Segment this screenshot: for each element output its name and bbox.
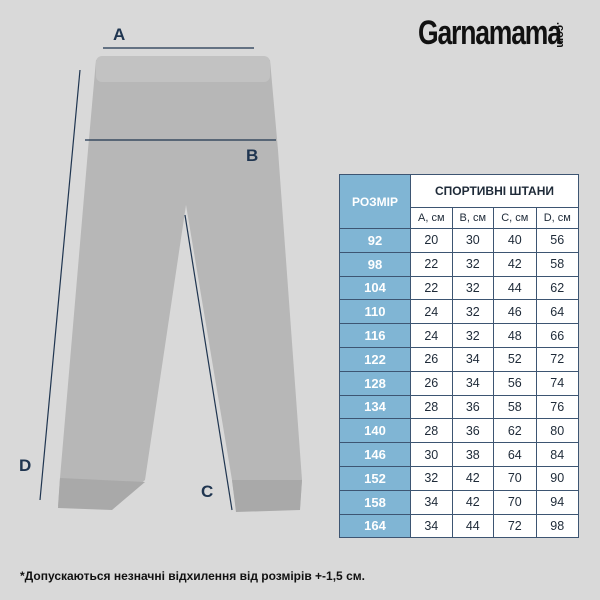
- measure-cell: 30: [451, 228, 495, 253]
- measure-cell: 90: [535, 465, 580, 491]
- measure-cell: 56: [493, 370, 537, 396]
- table-row: 158 34 42 70 94: [339, 489, 580, 515]
- column-header: A, см: [410, 207, 453, 229]
- measure-cell: 64: [535, 299, 580, 325]
- measure-cell: 26: [410, 370, 453, 396]
- measure-cell: 34: [410, 513, 453, 539]
- measure-cell: 38: [451, 442, 495, 467]
- table-row: 128 26 34 56 74: [339, 370, 580, 396]
- measure-cell: 28: [410, 418, 453, 444]
- measure-cell: 76: [535, 394, 580, 420]
- size-cell: 98: [339, 251, 411, 277]
- column-header: B, см: [451, 207, 495, 229]
- measure-cell: 72: [535, 346, 580, 372]
- table-title: СПОРТИВНІ ШТАНИ: [410, 174, 579, 208]
- size-cell: 164: [339, 513, 411, 539]
- size-cell: 146: [339, 442, 411, 467]
- measure-cell: 80: [535, 418, 580, 444]
- label-b: B: [246, 146, 259, 165]
- measure-cell: 62: [535, 275, 580, 301]
- table-row: 92 20 30 40 56: [339, 228, 580, 253]
- measure-cell: 52: [493, 346, 537, 372]
- measure-cell: 42: [493, 251, 537, 277]
- column-header: D, см: [535, 207, 580, 229]
- size-cell: 152: [339, 465, 411, 491]
- measure-cell: 32: [410, 465, 453, 491]
- pants-body: [58, 60, 302, 510]
- measure-cell: 66: [535, 323, 580, 348]
- measure-cell: 20: [410, 228, 453, 253]
- brand-logo: Garnamama: [418, 14, 562, 52]
- table-row: 122 26 34 52 72: [339, 346, 580, 372]
- measure-cell: 94: [535, 489, 580, 515]
- table-row: 134 28 36 58 76: [339, 394, 580, 420]
- size-cell: 110: [339, 299, 411, 325]
- measure-cell: 32: [451, 251, 495, 277]
- measure-cell: 34: [410, 489, 453, 515]
- table-row: 140 28 36 62 80: [339, 418, 580, 444]
- measure-cell: 32: [451, 275, 495, 301]
- measure-cell: 98: [535, 513, 580, 539]
- measure-cell: 42: [451, 489, 495, 515]
- size-cell: 122: [339, 346, 411, 372]
- measure-cell: 28: [410, 394, 453, 420]
- measure-cell: 44: [451, 513, 495, 539]
- measure-cell: 22: [410, 275, 453, 301]
- column-header: C, см: [493, 207, 537, 229]
- measure-cell: 40: [493, 228, 537, 253]
- measure-cell: 42: [451, 465, 495, 491]
- table-row: 98 22 32 42 58: [339, 251, 580, 277]
- pants-image: [39, 47, 302, 512]
- measure-cell: 30: [410, 442, 453, 467]
- measure-cell: 36: [451, 394, 495, 420]
- table-row: 104 22 32 44 62: [339, 275, 580, 301]
- size-cell: 158: [339, 489, 411, 515]
- measure-cell: 32: [451, 323, 495, 348]
- label-d: D: [19, 456, 32, 475]
- measure-cell: 70: [493, 465, 537, 491]
- measure-cell: 34: [451, 370, 495, 396]
- label-a: A: [113, 25, 126, 44]
- size-header: РОЗМІР: [339, 174, 411, 229]
- size-cell: 134: [339, 394, 411, 420]
- label-c: C: [201, 482, 214, 501]
- measure-cell: 46: [493, 299, 537, 325]
- table-row: 116 24 32 48 66: [339, 323, 580, 348]
- measure-cell: 48: [493, 323, 537, 348]
- measure-cell: 32: [451, 299, 495, 325]
- waistband: [96, 56, 270, 82]
- measure-cell: 36: [451, 418, 495, 444]
- measure-cell: 34: [451, 346, 495, 372]
- size-cell: 128: [339, 370, 411, 396]
- measure-line-c: [184, 214, 233, 511]
- measure-cell: 58: [493, 394, 537, 420]
- size-table: РОЗМІР СПОРТИВНІ ШТАНИ A, см B, см C, см D,…: [339, 174, 580, 539]
- cuff-left: [58, 478, 145, 510]
- measure-cell: 22: [410, 251, 453, 277]
- size-cell: 140: [339, 418, 411, 444]
- measure-cell: 72: [493, 513, 537, 539]
- size-cell: 116: [339, 323, 411, 348]
- table-row: 152 32 42 70 90: [339, 465, 580, 491]
- measure-cell: 62: [493, 418, 537, 444]
- table-row: 164 34 44 72 98: [339, 513, 580, 539]
- measure-cell: 84: [535, 442, 580, 467]
- footnote: *Допускаються незначні відхилення від ро…: [20, 569, 365, 583]
- measure-cell: 58: [535, 251, 580, 277]
- measure-cell: 64: [493, 442, 537, 467]
- cuff-right: [232, 480, 302, 512]
- measure-cell: 24: [410, 299, 453, 325]
- measure-cell: 26: [410, 346, 453, 372]
- size-cell: 104: [339, 275, 411, 301]
- measure-cell: 74: [535, 370, 580, 396]
- table-row: 110 24 32 46 64: [339, 299, 580, 325]
- brand-logo-suffix: .com: [554, 22, 566, 48]
- measure-line-d: [39, 69, 81, 501]
- size-cell: 92: [339, 228, 411, 253]
- measure-cell: 24: [410, 323, 453, 348]
- measure-cell: 70: [493, 489, 537, 515]
- measure-cell: 44: [493, 275, 537, 301]
- measure-cell: 56: [535, 228, 580, 253]
- table-row: 146 30 38 64 84: [339, 442, 580, 467]
